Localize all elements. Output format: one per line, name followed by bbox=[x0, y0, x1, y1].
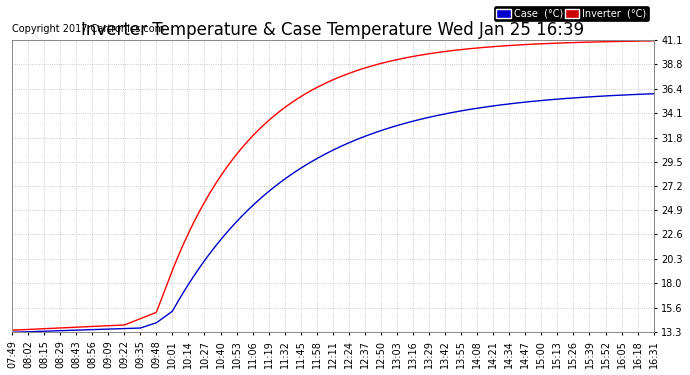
Title: Inverter Temperature & Case Temperature Wed Jan 25 16:39: Inverter Temperature & Case Temperature … bbox=[81, 21, 584, 39]
Text: Copyright 2017 Cartronics.com: Copyright 2017 Cartronics.com bbox=[12, 24, 164, 34]
Legend: Case  (°C), Inverter  (°C): Case (°C), Inverter (°C) bbox=[493, 6, 649, 21]
